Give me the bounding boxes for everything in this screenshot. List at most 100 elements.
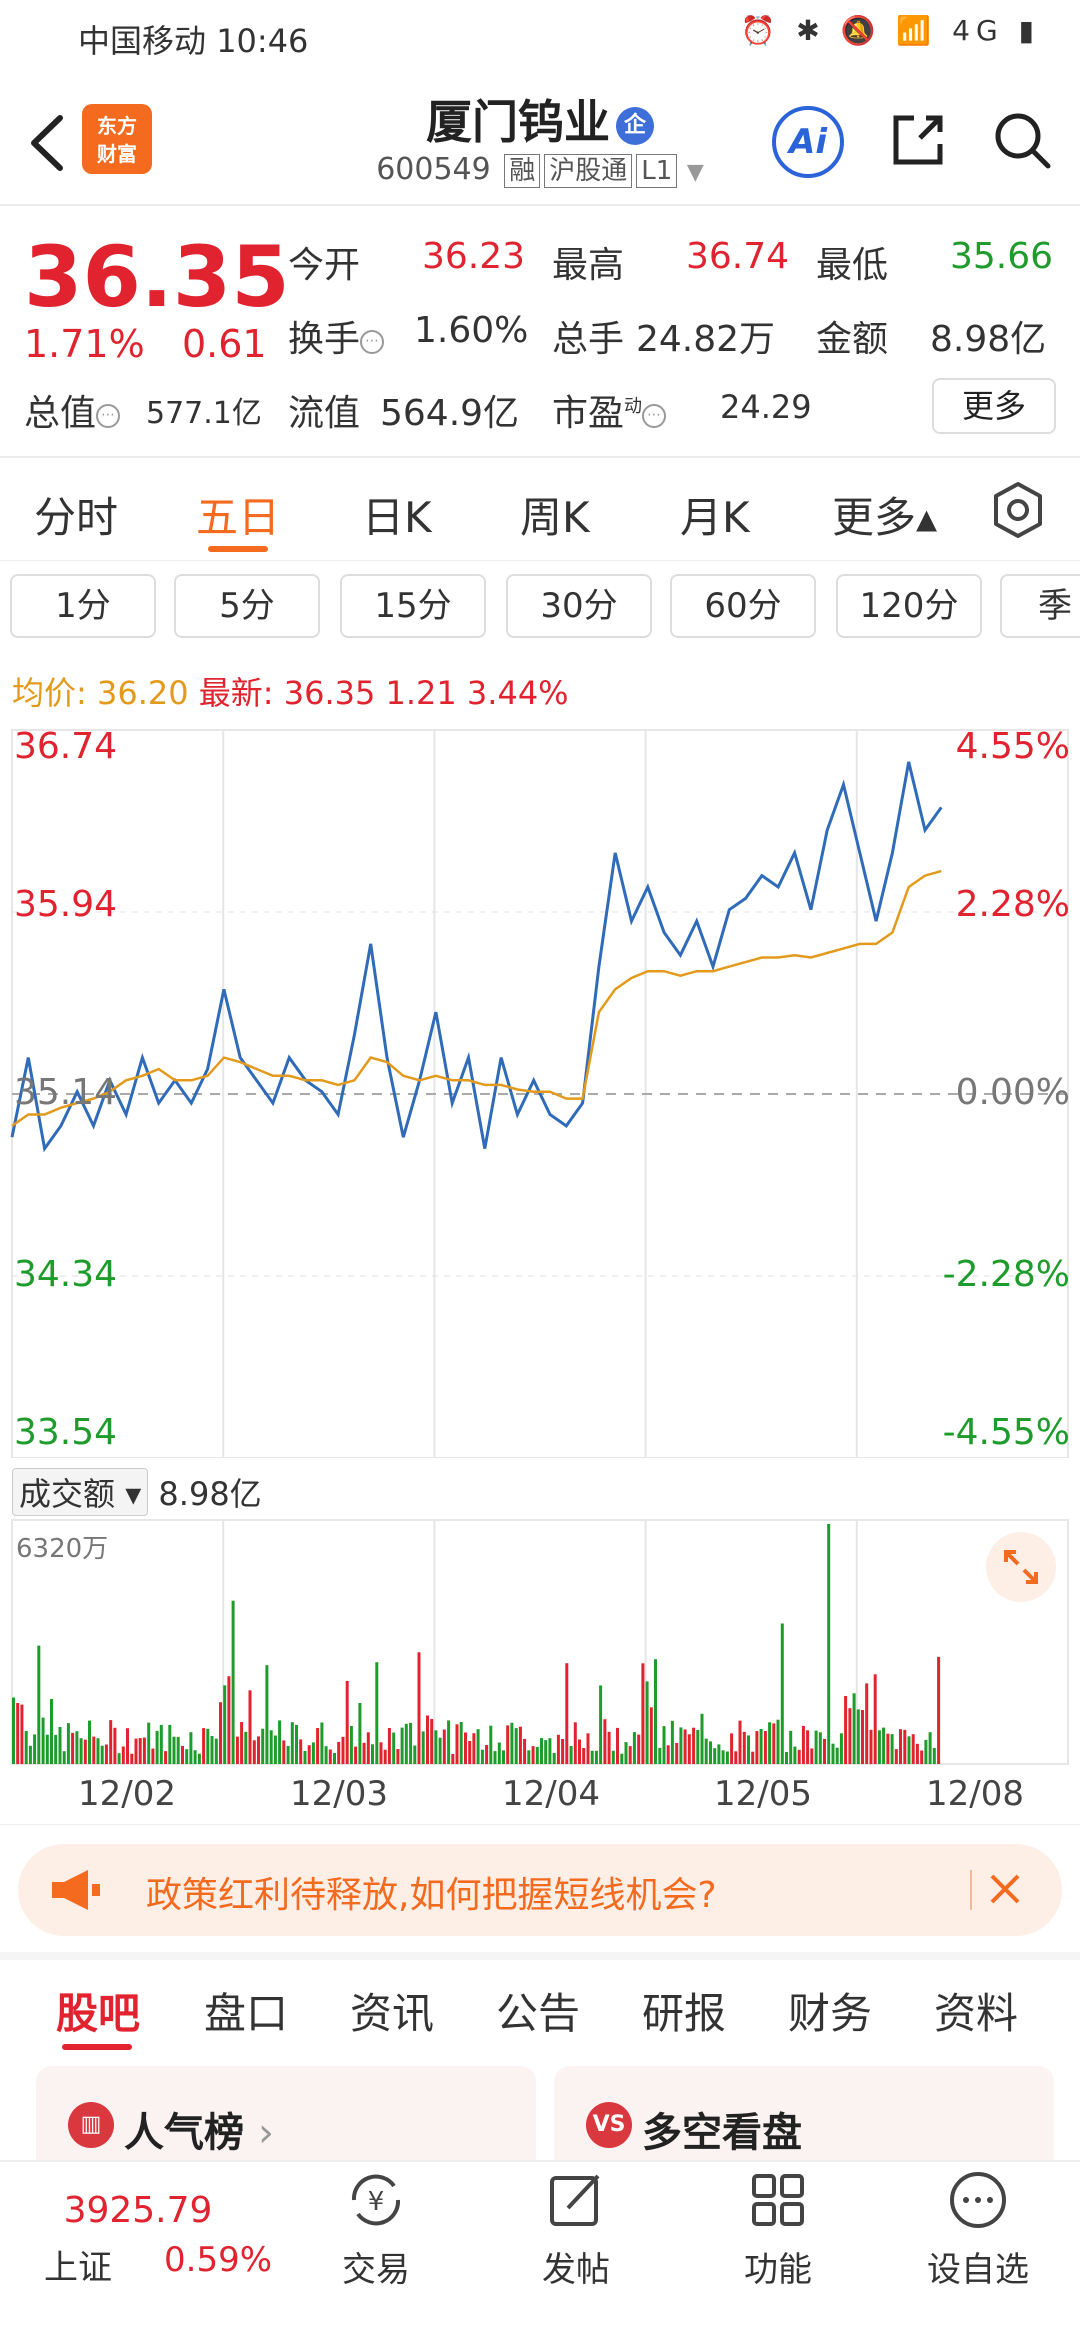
change-value: 0.61 — [182, 322, 267, 366]
tab-month-k[interactable]: 月K — [680, 493, 750, 542]
volume-bar — [755, 1731, 759, 1764]
stock-code-line[interactable]: 600549 融沪股通 L1 ▼ — [0, 152, 1080, 188]
period-30min[interactable]: 30分 — [506, 574, 652, 638]
axis-right-0: 4.55% — [955, 726, 1070, 767]
volume-bar — [299, 1739, 303, 1764]
tab-more[interactable]: 更多▴ — [832, 493, 938, 542]
volume-bar — [628, 1746, 632, 1764]
high-value: 36.74 — [686, 236, 790, 277]
volume-bar — [189, 1732, 193, 1764]
volume-bar — [324, 1746, 328, 1764]
stock-code: 600549 — [376, 152, 491, 187]
axis-right-2: 0.00% — [955, 1072, 1070, 1113]
date-label: 12/05 — [714, 1774, 812, 1814]
tab-profile[interactable]: 资料 — [934, 1989, 1019, 2038]
turnover-value: 1.60% — [414, 310, 529, 351]
volume-bar — [776, 1719, 780, 1764]
stock-name: 厦门钨业企 — [0, 86, 1080, 152]
period-15min[interactable]: 15分 — [340, 574, 486, 638]
volume-bar — [768, 1722, 772, 1764]
volume-bar — [231, 1600, 235, 1764]
volume-bar — [683, 1729, 687, 1764]
tag-hk-connect: 沪股通 — [544, 154, 633, 188]
close-icon[interactable] — [980, 1864, 1030, 1914]
volume-bar — [71, 1732, 75, 1764]
five-day-price-chart[interactable] — [0, 718, 1080, 1458]
volume-bar — [886, 1733, 890, 1764]
volume-bar — [877, 1730, 881, 1764]
info-icon[interactable]: ⋯ — [360, 330, 385, 354]
share-icon[interactable] — [886, 108, 950, 172]
tab-news[interactable]: 资讯 — [350, 1989, 435, 2038]
volume-bar — [193, 1750, 197, 1764]
volume-bar — [100, 1745, 104, 1764]
volume-bar — [801, 1725, 805, 1764]
volume-bar — [278, 1720, 282, 1764]
tab-intraday[interactable]: 分时 — [34, 493, 119, 542]
status-icons: ⏰ ✱ 🔕 📶 4G ▮ — [740, 14, 1040, 47]
volume-bar — [417, 1652, 421, 1764]
promo-banner[interactable]: 政策红利待释放,如何把握短线机会? — [18, 1844, 1062, 1936]
volume-bar — [556, 1734, 560, 1764]
volume-type-select[interactable]: 成交额 ▾ — [12, 1468, 149, 1516]
back-arrow-icon[interactable] — [22, 108, 72, 178]
float-label: 流值 — [288, 393, 361, 434]
nav-post[interactable]: 发帖 — [496, 2168, 656, 2291]
period-1min[interactable]: 1分 — [10, 574, 156, 638]
grid-icon — [752, 2174, 804, 2226]
volume-bar — [709, 1741, 712, 1764]
volume-bar — [320, 1722, 324, 1764]
volume-bar — [692, 1727, 696, 1764]
volume-bar — [37, 1645, 41, 1764]
volume-bar — [649, 1707, 653, 1764]
volume-bar — [654, 1659, 657, 1764]
period-quarter[interactable]: 季 — [1000, 574, 1080, 638]
volume-bar — [742, 1731, 746, 1764]
volume-bar — [662, 1726, 666, 1764]
tab-five-day[interactable]: 五日 — [196, 493, 281, 542]
volume-value: 24.82万 — [636, 319, 776, 360]
tab-finance[interactable]: 财务 — [788, 1989, 873, 2038]
expand-icon[interactable] — [986, 1532, 1056, 1602]
volume-bar — [806, 1730, 810, 1764]
volume-bar — [514, 1728, 518, 1764]
volume-bar — [670, 1720, 674, 1764]
volume-bar — [506, 1725, 510, 1764]
index-quote[interactable]: 3925.79 — [58, 2190, 218, 2231]
period-60min[interactable]: 60分 — [670, 574, 816, 638]
tab-orderbook[interactable]: 盘口 — [204, 1989, 289, 2038]
volume-bar — [573, 1722, 577, 1764]
volume-bar — [286, 1745, 290, 1764]
volume-bar — [383, 1749, 387, 1764]
nav-trade[interactable]: ¥ 交易 — [296, 2168, 456, 2291]
ai-icon[interactable]: Ai — [772, 106, 844, 178]
search-icon[interactable] — [990, 108, 1054, 172]
nav-functions[interactable]: 功能 — [698, 2168, 858, 2291]
period-5min[interactable]: 5分 — [174, 574, 320, 638]
nav-add-watchlist[interactable]: 设自选 — [898, 2168, 1058, 2291]
volume-bar — [637, 1734, 641, 1764]
volume-bar — [214, 1738, 218, 1764]
volume-bar — [747, 1735, 750, 1764]
volume-bar — [586, 1733, 590, 1764]
divider — [0, 456, 1080, 458]
volume-bar — [865, 1683, 869, 1764]
volume-bar — [789, 1730, 793, 1764]
tab-forum[interactable]: 股吧 — [56, 1989, 141, 2038]
gear-icon[interactable] — [988, 480, 1048, 540]
volume-bar — [603, 1719, 607, 1764]
volume-bar — [104, 1744, 108, 1764]
tab-research[interactable]: 研报 — [642, 1989, 727, 2038]
tab-day-k[interactable]: 日K — [362, 493, 432, 542]
mktcap-label: 总值 ⋯ — [24, 384, 121, 436]
volume-bar — [823, 1738, 826, 1764]
info-icon[interactable]: ⋯ — [642, 404, 667, 428]
tab-week-k[interactable]: 周K — [520, 493, 590, 542]
period-120min[interactable]: 120分 — [836, 574, 982, 638]
float-value: 564.9亿 — [380, 393, 520, 434]
more-quote-button[interactable]: 更多 — [932, 378, 1056, 434]
volume-chart[interactable] — [0, 1518, 1080, 1768]
tab-announcements[interactable]: 公告 — [496, 1989, 581, 2038]
info-icon[interactable]: ⋯ — [96, 404, 121, 428]
volume-bar — [882, 1727, 886, 1764]
